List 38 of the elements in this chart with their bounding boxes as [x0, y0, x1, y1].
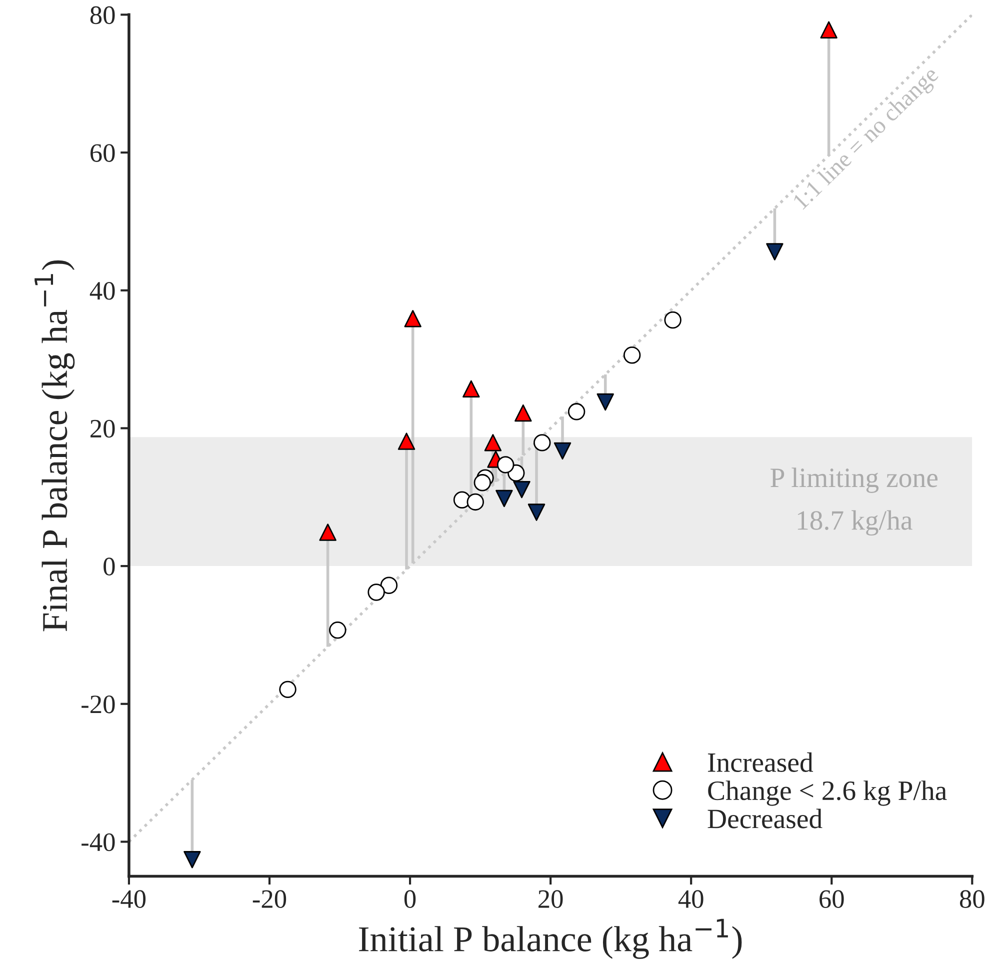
point: [596, 393, 614, 411]
y-tick-label: -40: [82, 833, 115, 852]
point: [466, 493, 484, 511]
point: [319, 524, 336, 541]
point: [484, 434, 502, 452]
y-tick-label: 40: [90, 282, 115, 300]
point: [514, 404, 532, 422]
x-axis-title: Initial P balance (kg ha$^{−1}$): [359, 918, 742, 959]
x-tick-label: -40: [112, 890, 146, 908]
point: [528, 504, 546, 521]
band-label: P limiting zone 18.7 kg/ha: [770, 468, 938, 536]
y-axis-title: Final P balance (kg ha$^{−1}$): [34, 260, 75, 632]
x-tick-label: 40: [678, 890, 704, 908]
point: [474, 474, 492, 492]
y-tick-label: 80: [90, 6, 115, 24]
point: [496, 490, 513, 508]
y-tick-label: 20: [90, 420, 115, 438]
legend-label: Increased: [708, 752, 814, 772]
x-tick-label: 60: [820, 890, 844, 908]
point: [496, 456, 514, 474]
legend-label: Change < 2.6 kg P/ha: [708, 780, 947, 806]
point: [534, 434, 551, 452]
point: [398, 432, 416, 450]
point: [404, 310, 422, 328]
point: [462, 380, 480, 398]
y-tick-label: 0: [104, 558, 115, 576]
x-tick-label: -20: [252, 890, 286, 908]
y-tick-label: -20: [82, 696, 115, 714]
x-tick-label: 0: [404, 890, 416, 908]
x-tick-label: 20: [538, 890, 563, 908]
point: [766, 243, 784, 260]
x-tick-label: 80: [960, 890, 984, 908]
point: [554, 442, 572, 460]
point: [820, 21, 838, 38]
point: [184, 851, 201, 868]
point: [513, 480, 530, 498]
legend-label: Decreased: [708, 808, 822, 828]
y-tick-label: 60: [90, 144, 115, 162]
